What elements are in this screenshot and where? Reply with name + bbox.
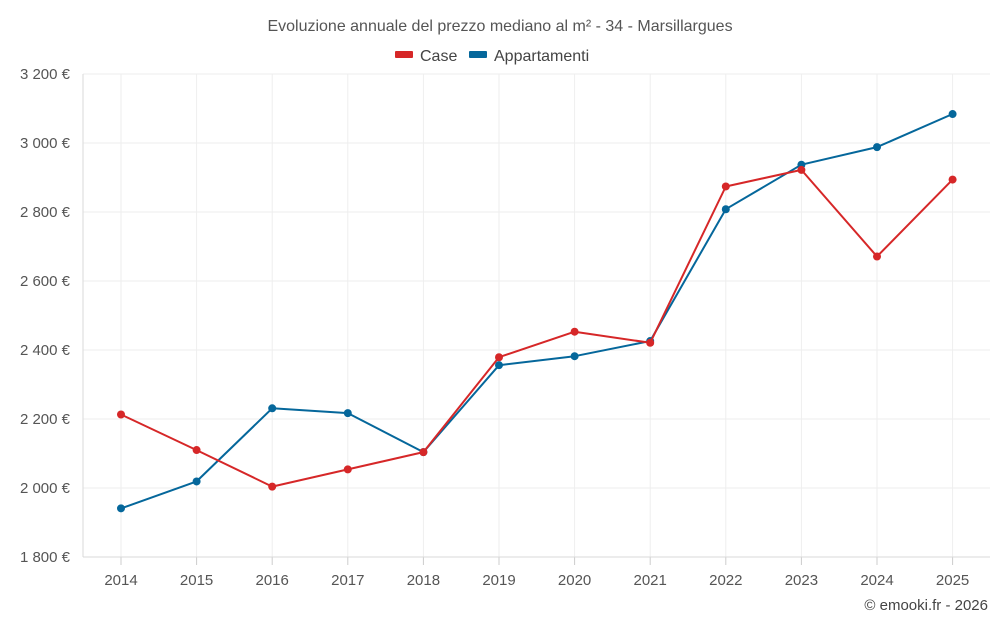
data-point-case[interactable] bbox=[570, 327, 579, 336]
data-point-appartamenti[interactable] bbox=[117, 504, 125, 513]
credit-text: © emooki.fr - 2026 bbox=[864, 597, 988, 614]
data-point-case[interactable] bbox=[268, 482, 277, 491]
data-point-case[interactable] bbox=[343, 465, 352, 474]
data-point-case[interactable] bbox=[721, 182, 730, 191]
x-tick-label: 2020 bbox=[558, 572, 591, 589]
y-tick-label: 2 400 € bbox=[20, 342, 71, 359]
data-point-case[interactable] bbox=[419, 448, 428, 457]
x-tick-label: 2025 bbox=[936, 572, 969, 589]
data-point-appartamenti[interactable] bbox=[495, 361, 503, 370]
data-point-appartamenti[interactable] bbox=[192, 477, 201, 486]
x-tick-label: 2017 bbox=[331, 572, 364, 589]
data-point-appartamenti[interactable] bbox=[948, 110, 957, 119]
chart-title: Evoluzione annuale del prezzo mediano al… bbox=[267, 18, 732, 35]
legend-swatch-case bbox=[395, 51, 413, 58]
data-point-case[interactable] bbox=[495, 353, 503, 362]
data-point-case[interactable] bbox=[646, 338, 655, 347]
y-tick-label: 3 200 € bbox=[20, 66, 71, 83]
axes: 1 800 € 2 000 € 2 200 € 2 400 € 2 600 € 2 800… bbox=[20, 66, 990, 589]
x-tick-label: 2024 bbox=[860, 572, 893, 589]
series-line-appartamenti bbox=[120, 113, 954, 510]
y-tick-label: 2 000 € bbox=[20, 480, 71, 497]
series-case bbox=[117, 165, 957, 491]
y-tick-label: 1 800 € bbox=[20, 549, 71, 566]
data-point-case[interactable] bbox=[117, 410, 125, 419]
data-point-appartamenti[interactable] bbox=[343, 409, 352, 418]
data-point-appartamenti[interactable] bbox=[873, 143, 881, 152]
data-point-appartamenti[interactable] bbox=[570, 352, 579, 361]
x-tick-label: 2015 bbox=[180, 572, 213, 589]
series-group bbox=[117, 110, 957, 513]
y-tick-label: 3 000 € bbox=[20, 135, 71, 152]
data-point-appartamenti[interactable] bbox=[721, 205, 730, 214]
gridlines bbox=[83, 73, 990, 557]
data-point-case[interactable] bbox=[948, 175, 957, 184]
data-point-case[interactable] bbox=[797, 165, 806, 174]
legend-swatch-appartamenti bbox=[469, 51, 487, 58]
x-tick-label: 2021 bbox=[634, 572, 667, 589]
legend-label-case[interactable]: Case bbox=[420, 48, 457, 65]
y-tick-label: 2 600 € bbox=[20, 273, 71, 290]
legend-label-appartamenti[interactable]: Appartamenti bbox=[494, 48, 589, 65]
x-tick-label: 2016 bbox=[256, 572, 289, 589]
data-point-case[interactable] bbox=[192, 446, 201, 455]
x-tick-label: 2018 bbox=[407, 572, 440, 589]
data-point-appartamenti[interactable] bbox=[268, 404, 277, 413]
legend: Case Appartamenti bbox=[395, 48, 589, 65]
y-tick-label: 2 800 € bbox=[20, 204, 71, 221]
x-tick-label: 2019 bbox=[482, 572, 515, 589]
series-line-case bbox=[120, 168, 954, 488]
x-tick-label: 2022 bbox=[709, 572, 742, 589]
x-tick-label: 2014 bbox=[104, 572, 137, 589]
y-tick-label: 2 200 € bbox=[20, 411, 71, 428]
data-point-case[interactable] bbox=[873, 252, 881, 261]
series-appartamenti bbox=[117, 110, 957, 513]
x-tick-label: 2023 bbox=[785, 572, 818, 589]
